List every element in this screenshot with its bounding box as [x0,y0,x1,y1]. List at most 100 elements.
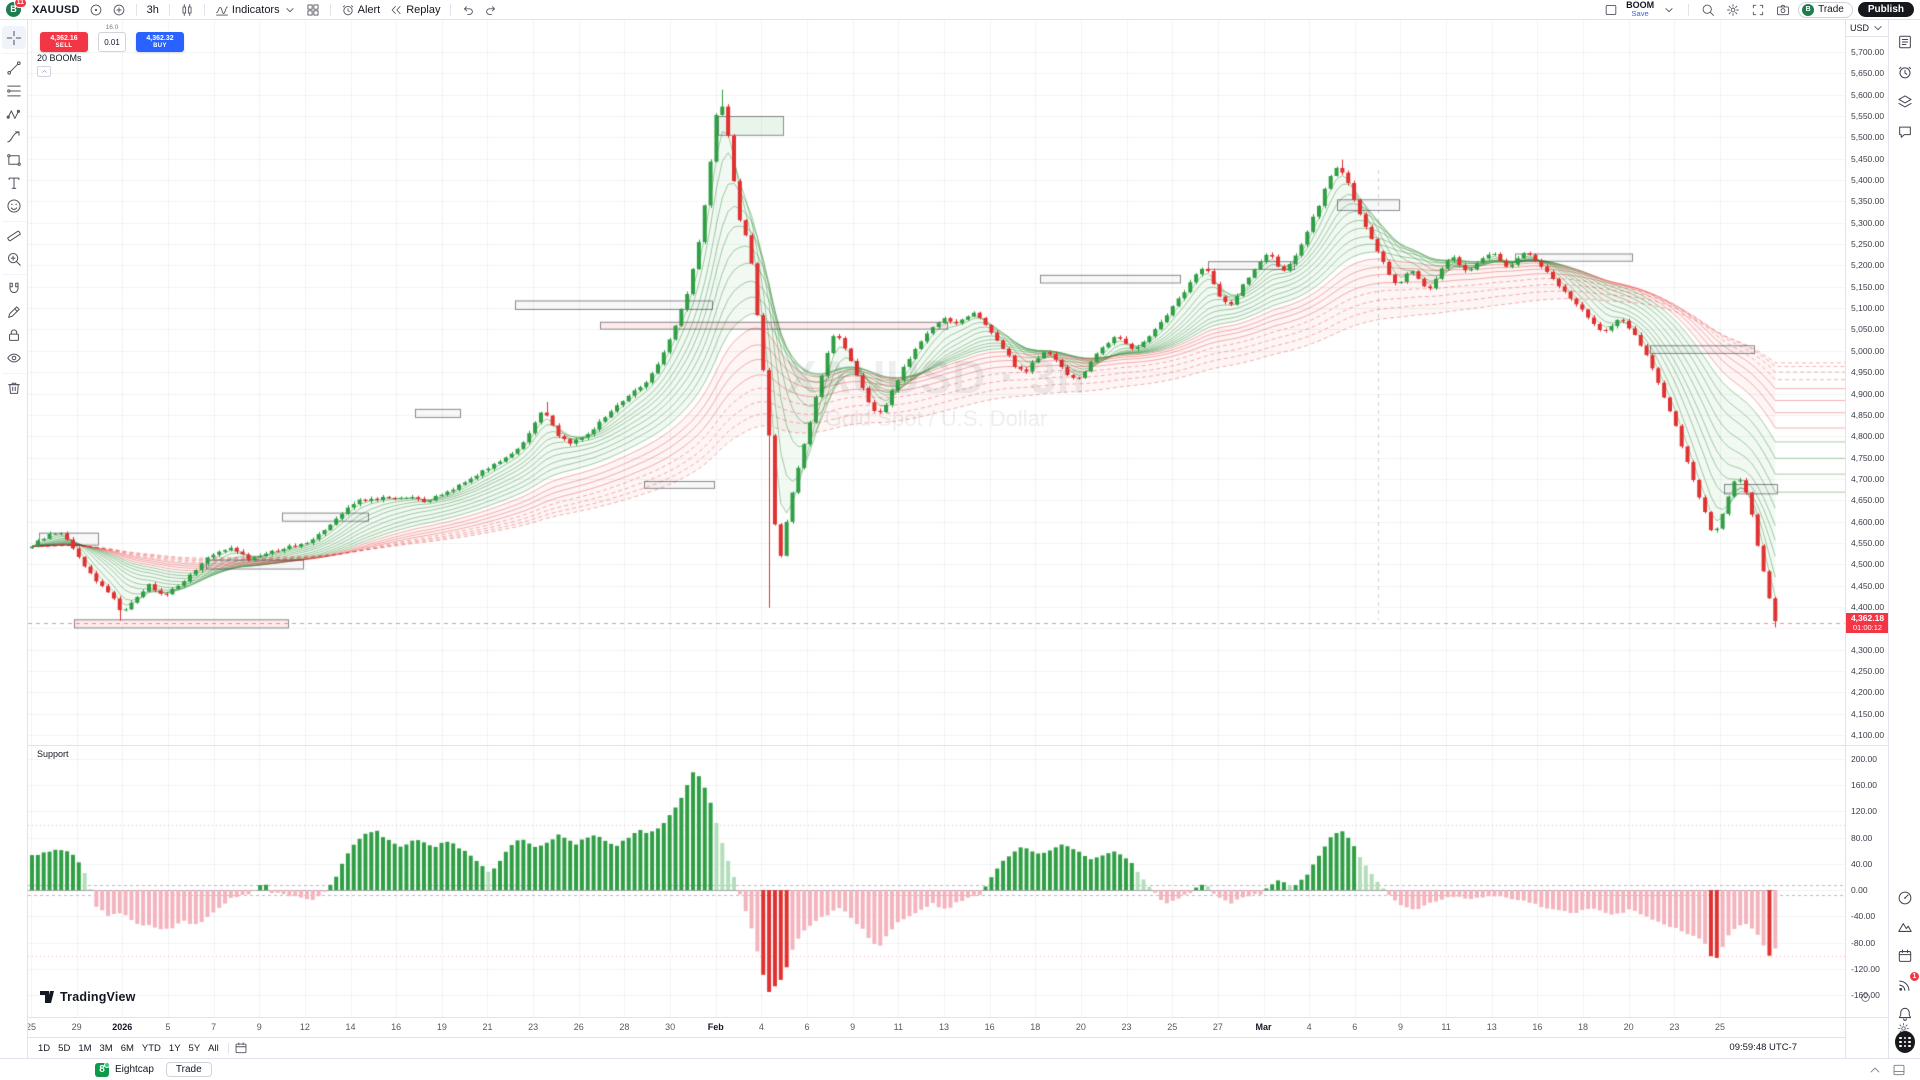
broker-trade-button[interactable]: B Trade [1798,1,1853,18]
price-scale[interactable]: USD 4,362.18 01:00:12 5,700.00 5,650.00 5,… [1845,20,1889,1058]
chat-icon[interactable] [1895,122,1915,142]
pane-settings-icon[interactable] [1860,992,1871,1003]
save-layout-link[interactable]: Save [1631,9,1649,19]
lock-all-tool[interactable] [2,323,26,346]
chart-style-button[interactable] [177,2,197,18]
time-axis-label: 25 [25,1022,37,1032]
time-axis-label: 26 [573,1022,584,1032]
forecast-tool[interactable] [2,125,26,148]
toolbar-divider [1688,3,1690,16]
notification-badge: 11 [13,0,27,8]
axis-separator [1846,745,1889,746]
range-button-ytd[interactable]: YTD [141,1042,161,1054]
go-to-date-icon[interactable] [234,1041,248,1055]
time-axis-label: 23 [1121,1022,1132,1032]
indicator-axis-label: 80.00 [1851,832,1873,843]
remove-drawings-tool[interactable] [2,376,26,399]
calendar-icon[interactable] [1895,946,1915,966]
pane-legend-support[interactable]: Support [37,749,69,759]
alerts-clock-icon[interactable] [1895,62,1915,82]
interval-button[interactable]: 3h [146,3,159,16]
layout-chevron-icon[interactable] [1659,2,1679,18]
status-bar: 8 Eightcap Trade [0,1058,1920,1080]
tradingview-logo[interactable]: TradingView [40,990,136,1004]
trade-label: Trade [1818,4,1844,15]
pattern-tool[interactable] [2,102,26,125]
streams-icon[interactable]: 1 [1895,971,1920,995]
price-axis-label: 4,200.00 [1851,687,1885,698]
indicator-templates-button[interactable] [303,2,323,18]
toolbar-divider [203,3,205,16]
hide-drawings-tool[interactable] [2,346,26,369]
layout-select-icon[interactable] [1601,2,1621,18]
crosshair-tool[interactable] [1,26,26,49]
indicator-legend[interactable]: 20 BOOMs [37,53,82,63]
streams-badge: 1 [1909,971,1920,982]
broker-name[interactable]: Eightcap [115,1064,154,1075]
range-button-3m[interactable]: 3M [99,1042,113,1054]
range-button-1d[interactable]: 1D [38,1042,51,1054]
watchlist-icon[interactable] [1895,32,1915,52]
compare-add-icon[interactable] [109,2,129,18]
object-tree-icon[interactable] [1895,92,1915,112]
tool-group [1,274,26,371]
fullscreen-icon[interactable] [1748,2,1768,18]
undo-button[interactable] [458,2,478,18]
range-button-1y[interactable]: 1Y [168,1042,181,1054]
replay-button[interactable]: Replay [386,2,443,18]
time-axis-label: 9 [850,1022,856,1032]
quantity-field[interactable]: 0.01 [98,32,126,52]
fib-retracement-tool[interactable] [2,79,26,102]
buy-button[interactable]: 4,362.32 BUY [136,32,184,52]
time-axis[interactable]: 25 29 2026 5 7 9 12 14 16 19 21 23 26 28 30 Feb 4 6 9 11 13 1… [25,1017,1845,1037]
price-axis-label: 5,350.00 [1851,196,1885,207]
time-axis-label: 7 [211,1022,217,1032]
legend-collapse-button[interactable] [37,66,51,77]
time-axis-label: 16 [984,1022,995,1032]
range-button-5y[interactable]: 5Y [188,1042,201,1054]
zoom-in-tool[interactable] [2,247,26,270]
account-menu-button[interactable]: B 11 [6,0,27,18]
apps-menu-icon[interactable] [1895,1031,1915,1053]
timezone-clock[interactable]: 09:59:48 UTC-7 [1729,1042,1797,1053]
eightcap-logo[interactable]: 8 [95,1061,110,1077]
indicator-axis-label: 120.00 [1851,806,1877,817]
settings-gear-icon[interactable] [1723,2,1743,18]
indicator-axis-label: -160.00 [1851,990,1880,1000]
toolbar-divider [168,3,170,16]
symbol-detail-icon[interactable] [86,2,106,18]
layout-name-button[interactable]: BOOM Save [1626,1,1654,18]
publish-button[interactable]: Publish [1857,2,1914,17]
status-trade-button[interactable]: Trade [165,1062,212,1077]
emoji-tool[interactable] [2,194,26,217]
ideas-icon[interactable] [1895,917,1915,937]
trendline-tool[interactable] [2,56,26,79]
drawing-lock-tool[interactable] [2,300,26,323]
time-axis-label: 19 [436,1022,447,1032]
price-chart-canvas[interactable] [28,20,1845,745]
sell-button[interactable]: 4,362.16 SELL [40,32,88,52]
support-histogram-canvas[interactable] [28,745,1845,1017]
magnet-tool[interactable] [2,277,26,300]
symbol-search-button[interactable]: XAUUSD [32,3,80,16]
snapshot-camera-icon[interactable] [1773,2,1793,18]
text-tool[interactable] [2,171,26,194]
redo-button[interactable] [481,2,501,18]
gauge-icon[interactable] [1895,888,1915,908]
shapes-tool[interactable] [2,148,26,171]
range-button-all[interactable]: All [208,1042,219,1054]
indicator-axis-label: 0.00 [1851,885,1868,896]
ruler-tool[interactable] [2,224,26,247]
tradingview-wordmark: TradingView [60,990,136,1004]
pane-separator[interactable] [28,745,1888,746]
currency-selector[interactable]: USD [1846,20,1889,37]
range-button-5d[interactable]: 5D [58,1042,71,1054]
quick-search-icon[interactable] [1698,2,1718,18]
chart-area: XAUUSD · 3h Gold Spot / U.S. Dollar 4,36… [25,20,1888,1058]
indicators-button[interactable]: Indicators [212,2,300,18]
range-button-6m[interactable]: 6M [120,1042,134,1054]
alert-button[interactable]: Alert [338,2,384,18]
notifications-icon[interactable] [1895,1004,1915,1024]
range-button-1m[interactable]: 1M [78,1042,92,1054]
toolbar-right-group: BOOM Save B Trade Publish [1601,1,1914,18]
